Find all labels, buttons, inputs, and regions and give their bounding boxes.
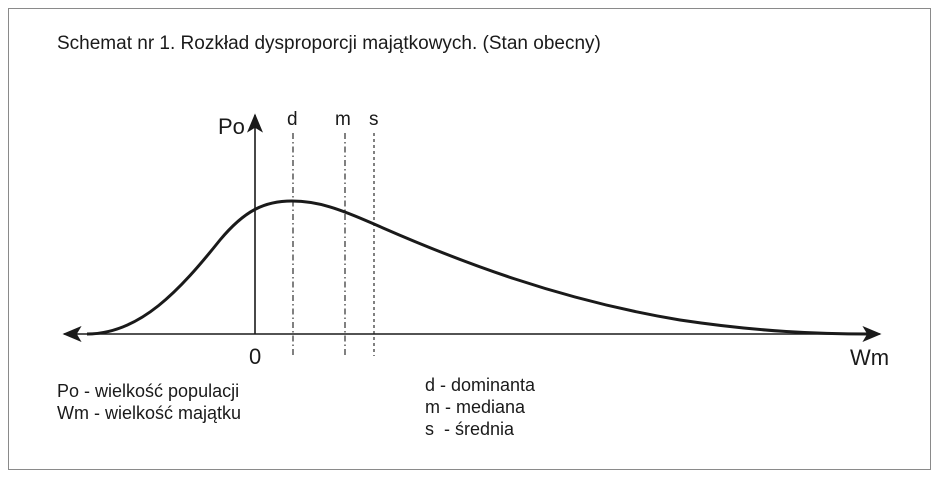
- diagram-frame: [8, 8, 931, 470]
- origin-label: 0: [249, 344, 262, 369]
- marker-label-dominant: d: [287, 109, 298, 130]
- marker-label-mean: s: [369, 109, 379, 130]
- legend-item-s: s - średnia: [425, 419, 515, 439]
- x-axis-label: Wm: [850, 345, 890, 370]
- legend-item-po: Po - wielkość populacji: [57, 381, 240, 401]
- distribution-curve: [86, 199, 871, 336]
- legend-left: Po - wielkość populacji Wm - wielkość ma…: [57, 380, 241, 424]
- diagram-title: Schemat nr 1. Rozkład dysproporcji mająt…: [57, 33, 601, 54]
- legend-right: d - dominanta m - mediana s - średnia: [425, 374, 535, 440]
- legend-item-d: d - dominanta: [425, 375, 536, 395]
- marker-label-median: m: [335, 109, 351, 130]
- legend-item-m: m - mediana: [425, 397, 526, 417]
- y-axis-label: Po: [218, 114, 245, 139]
- legend-item-wm: Wm - wielkość majątku: [57, 403, 242, 423]
